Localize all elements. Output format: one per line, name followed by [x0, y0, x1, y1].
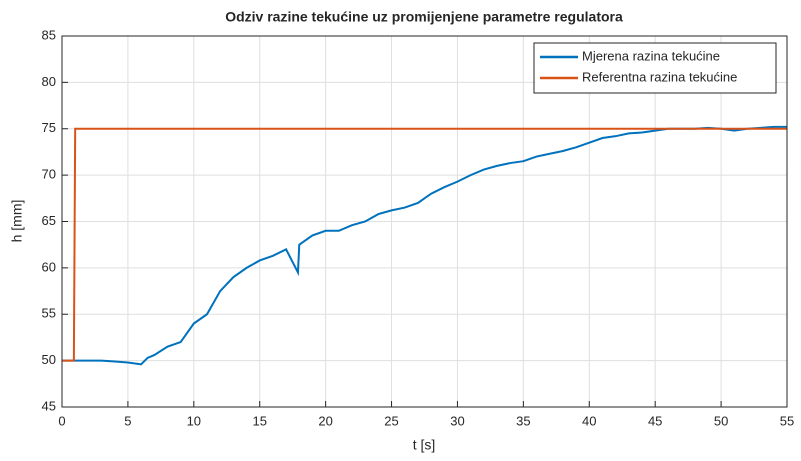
- chart-title: Odziv razine tekućine uz promijenjene pa…: [225, 9, 623, 25]
- y-tick-label: 85: [42, 27, 56, 42]
- y-tick-label: 45: [42, 398, 56, 413]
- x-tick-label: 55: [780, 413, 794, 428]
- y-tick-label: 80: [42, 74, 56, 89]
- x-tick-label: 5: [124, 413, 131, 428]
- x-axis-label: t [s]: [413, 437, 436, 453]
- legend-label: Mjerena razina tekućine: [582, 48, 720, 63]
- x-tick-label: 10: [187, 413, 201, 428]
- legend-label: Referentna razina tekućine: [582, 69, 737, 84]
- y-tick-label: 65: [42, 213, 56, 228]
- axes-box: [61, 35, 788, 408]
- legend-box: [533, 42, 777, 94]
- x-tick-label: 0: [58, 413, 65, 428]
- y-tick-label: 50: [42, 352, 56, 367]
- x-tick-label: 30: [450, 413, 464, 428]
- x-tick-label: 50: [714, 413, 728, 428]
- y-axis-label: h [mm]: [9, 200, 25, 243]
- y-tick-label: 60: [42, 259, 56, 274]
- x-tick-label: 35: [516, 413, 530, 428]
- x-tick-label: 20: [318, 413, 332, 428]
- x-tick-label: 45: [648, 413, 662, 428]
- x-tick-label: 25: [384, 413, 398, 428]
- x-tick-label: 40: [582, 413, 596, 428]
- y-tick-label: 75: [42, 120, 56, 135]
- x-tick-label: 15: [252, 413, 266, 428]
- y-tick-label: 70: [42, 167, 56, 182]
- data-line: [62, 127, 787, 362]
- y-tick-label: 55: [42, 306, 56, 321]
